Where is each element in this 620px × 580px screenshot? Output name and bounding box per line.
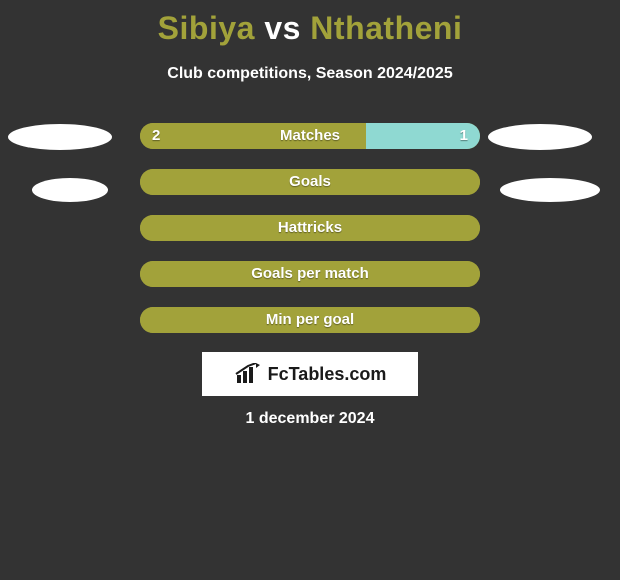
bar-left-fill (140, 307, 480, 333)
subtitle: Club competitions, Season 2024/2025 (0, 65, 620, 83)
bar-right-value: 1 (460, 123, 468, 149)
bar-left-fill (140, 215, 480, 241)
page-title: Sibiya vs Nthatheni (0, 0, 620, 47)
decorative-ellipse (488, 124, 592, 150)
bar-track (140, 169, 480, 195)
bar-track (140, 123, 480, 149)
decorative-ellipse (8, 124, 112, 150)
stats-rows: Matches21GoalsHattricksGoals per matchMi… (0, 123, 620, 333)
logo-badge: FcTables.com (202, 352, 418, 396)
bar-left-fill (140, 169, 480, 195)
date-text: 1 december 2024 (0, 410, 620, 428)
bar-left-fill (140, 261, 480, 287)
bar-left-value: 2 (152, 123, 160, 149)
player2-name: Nthatheni (310, 10, 462, 46)
player1-name: Sibiya (158, 10, 255, 46)
logo-text: FcTables.com (268, 364, 387, 385)
decorative-ellipse (500, 178, 600, 202)
bar-track (140, 215, 480, 241)
title-vs: vs (264, 10, 301, 46)
stat-row: Min per goal (0, 307, 620, 333)
bar-track (140, 307, 480, 333)
decorative-ellipse (32, 178, 108, 202)
stat-row: Hattricks (0, 215, 620, 241)
bar-left-fill (140, 123, 366, 149)
stat-row: Goals per match (0, 261, 620, 287)
chart-icon (234, 363, 262, 385)
bar-track (140, 261, 480, 287)
